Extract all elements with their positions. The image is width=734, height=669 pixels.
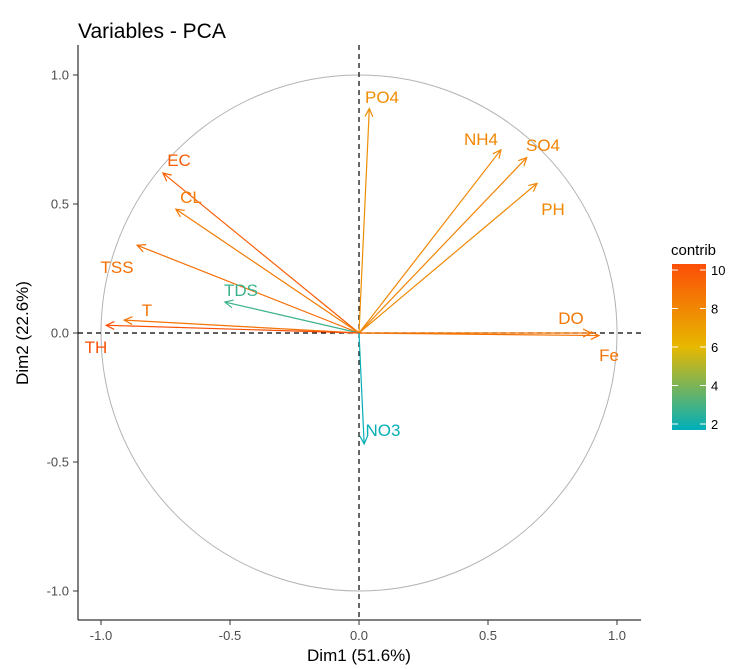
x-tick-label: 1.0: [608, 628, 626, 643]
arrow-no3: [358, 332, 365, 444]
legend-tick-label: 6: [711, 340, 718, 355]
y-axis-title: Dim2 (22.6%): [13, 281, 32, 385]
label-po4: PO4: [365, 88, 399, 107]
label-nh4: NH4: [464, 130, 498, 149]
y-tick-label: 0.5: [51, 197, 69, 212]
x-tick-label: 0.0: [350, 628, 368, 643]
arrow-po4: [358, 108, 370, 334]
label-th: TH: [85, 338, 108, 357]
arrow-tds: [224, 301, 360, 334]
arrowhead-th: [104, 321, 115, 330]
arrowhead-so4: [518, 156, 528, 167]
arrowhead-nh4: [492, 148, 502, 159]
arrow-tss: [136, 244, 360, 334]
legend-tick-label: 2: [711, 417, 718, 432]
arrowhead-fe: [590, 331, 601, 340]
arrowhead-t: [122, 316, 133, 325]
legend-ticks: 10 8 6 4 2: [672, 263, 725, 432]
y-tick-label: -0.5: [47, 455, 69, 470]
label-ph: PH: [541, 200, 565, 219]
legend-tick-label: 10: [711, 263, 725, 278]
label-cl: CL: [180, 188, 202, 207]
x-tick-label: -1.0: [90, 628, 112, 643]
arrowhead-ph: [528, 182, 539, 192]
arrow-cl: [175, 208, 360, 334]
arrowhead-no3: [359, 435, 369, 446]
arrow-th: [106, 324, 360, 334]
legend-title: contrib: [671, 242, 716, 259]
y-tick-label: 0.0: [51, 326, 69, 341]
y-axis-ticks: -1.0 -0.5 0.0 0.5 1.0: [47, 68, 78, 599]
arrow-fe: [358, 332, 599, 337]
arrowhead-tds: [223, 299, 234, 309]
x-axis-ticks: -1.0 -0.5 0.0 0.5 1.0: [90, 620, 626, 643]
chart-title: Variables - PCA: [78, 20, 226, 43]
y-tick-label: -1.0: [47, 584, 69, 599]
axes: -1.0 -0.5 0.0 0.5 1.0 -1.0 -0.5 0.0 0.5 1.0: [47, 45, 641, 643]
arrow-ec: [162, 172, 360, 334]
plot-area: PO4 NH4 SO4 PH EC CL TSS TDS T TH DO Fe NO3: [78, 45, 641, 620]
label-no3: NO3: [366, 421, 401, 440]
label-so4: SO4: [526, 136, 560, 155]
variable-labels: PO4 NH4 SO4 PH EC CL TSS TDS T TH DO Fe NO3: [85, 88, 619, 440]
x-tick-label: -0.5: [219, 628, 241, 643]
x-tick-label: 0.5: [479, 628, 497, 643]
arrowhead-ec: [161, 172, 172, 182]
label-tds: TDS: [224, 281, 258, 300]
arrow-ph: [358, 182, 538, 334]
arrowhead-tss: [135, 244, 147, 253]
label-tss: TSS: [100, 258, 133, 277]
arrow-so4: [358, 157, 528, 334]
legend-tick-label: 8: [711, 302, 718, 317]
legend-tick-label: 4: [711, 379, 718, 394]
label-fe: Fe: [599, 346, 619, 365]
y-tick-label: 1.0: [51, 68, 69, 83]
variable-arrows: [104, 107, 601, 446]
arrowhead-cl: [174, 208, 185, 218]
contrib-legend: contrib 10 8 6 4 2: [671, 242, 725, 432]
label-t: T: [142, 301, 152, 320]
x-axis-title: Dim1 (51.6%): [307, 646, 411, 665]
arrow-nh4: [358, 149, 502, 334]
label-ec: EC: [167, 151, 191, 170]
arrow-t: [124, 319, 360, 334]
arrowhead-po4: [364, 107, 374, 118]
label-do: DO: [558, 309, 584, 328]
